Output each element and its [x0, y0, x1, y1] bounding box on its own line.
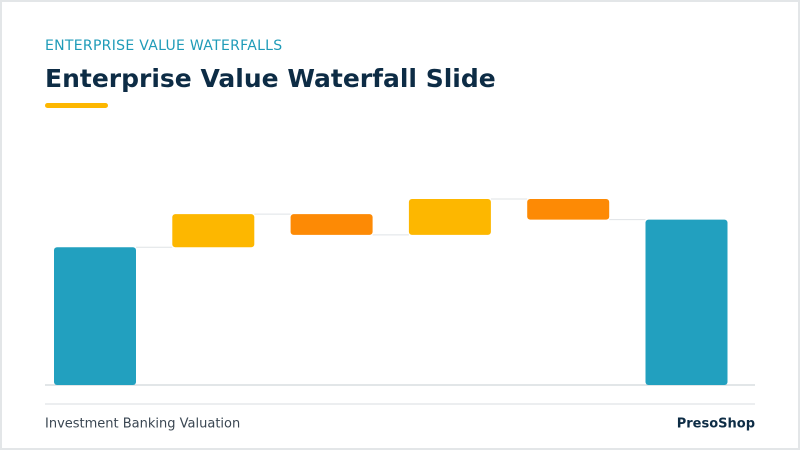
title-underline — [45, 103, 108, 108]
slide-title: Enterprise Value Waterfall Slide — [45, 64, 496, 93]
eyebrow: ENTERPRISE VALUE WATERFALLS — [45, 38, 282, 54]
footer-right: PresoShop — [677, 417, 755, 432]
delta-bar — [290, 214, 373, 235]
waterfall-chart — [54, 198, 728, 385]
total-bar — [54, 247, 136, 385]
delta-bar — [172, 214, 255, 248]
total-bar — [645, 219, 728, 385]
delta-bar — [408, 199, 491, 235]
footer-left: Investment Banking Valuation — [45, 417, 240, 432]
delta-bar — [527, 199, 610, 220]
